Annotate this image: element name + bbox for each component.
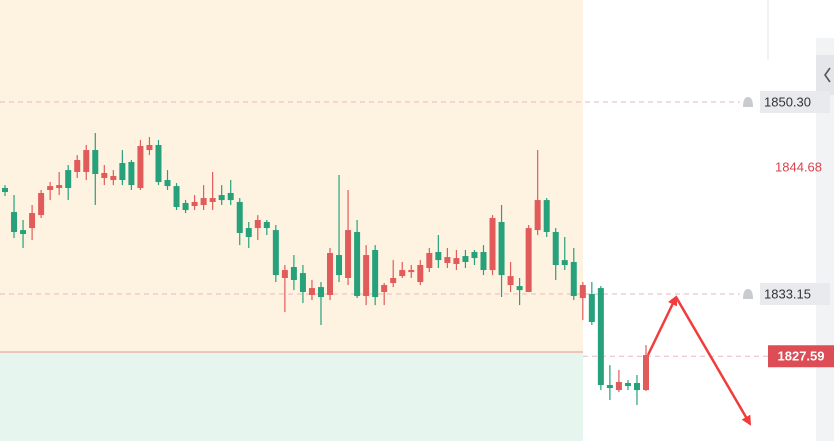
candles <box>2 133 649 406</box>
candle-body <box>29 213 36 229</box>
candle-body <box>74 159 81 172</box>
candle-body <box>182 202 189 211</box>
candle-body <box>263 222 270 229</box>
candle-body <box>281 270 288 278</box>
candle-body <box>399 270 406 277</box>
candle-body <box>552 231 559 266</box>
candle-body <box>65 170 72 188</box>
candle-body <box>525 228 532 292</box>
candle-body <box>137 145 144 188</box>
candle-body <box>47 186 54 190</box>
candle-body <box>101 172 108 179</box>
candle-body <box>173 186 180 208</box>
candle-body <box>11 212 18 232</box>
candle-body <box>489 217 496 271</box>
candle-body <box>200 198 207 205</box>
candle-body <box>146 144 153 151</box>
candle-body <box>390 277 397 284</box>
candle-body <box>444 257 451 263</box>
candle-body <box>543 200 550 232</box>
candle-body <box>155 144 162 183</box>
collapse-icon[interactable] <box>824 67 831 83</box>
candle-body <box>290 267 297 281</box>
candle-body <box>128 162 135 186</box>
candle-body <box>498 222 505 276</box>
candle-body <box>507 276 514 286</box>
candle-body <box>643 355 649 391</box>
candle-body <box>56 185 63 188</box>
candle-body <box>119 163 126 181</box>
candle-body <box>209 198 216 202</box>
candle-body <box>417 265 424 283</box>
candle-body <box>435 252 442 261</box>
candle-body <box>453 258 460 264</box>
candle-body <box>615 381 622 391</box>
candle-body <box>570 261 577 297</box>
bell-icon <box>743 289 753 299</box>
candle-body <box>606 385 613 389</box>
candle-body <box>191 201 198 207</box>
candle-body <box>426 253 433 269</box>
candle-body <box>534 200 541 231</box>
candle-body <box>254 219 261 229</box>
candle-body <box>218 195 225 201</box>
candle-body <box>633 383 640 391</box>
candle-body <box>363 255 370 297</box>
candle-body <box>83 150 90 172</box>
candle-body <box>354 231 361 297</box>
candle-body <box>516 286 523 291</box>
y-tick-label: 1850.30 <box>764 94 811 109</box>
candle-body <box>588 294 595 322</box>
candle-body <box>317 287 324 298</box>
y-tick-label: 1833.15 <box>764 286 811 301</box>
side-panel <box>816 38 834 441</box>
price-lines <box>0 101 768 357</box>
candle-body <box>372 250 379 298</box>
candle-body <box>597 288 604 386</box>
candle-body <box>245 228 252 238</box>
candle-body <box>480 252 487 271</box>
arrow-down <box>674 296 752 426</box>
candle-body <box>92 150 99 174</box>
candle-body <box>272 230 279 276</box>
candle-body <box>345 230 352 278</box>
candle-body <box>20 230 27 234</box>
candle-body <box>624 383 631 387</box>
candle-body <box>408 270 415 273</box>
arrow-up <box>646 295 678 356</box>
bell-icon <box>743 96 753 107</box>
candle-body <box>308 288 315 296</box>
candle-body <box>561 260 568 266</box>
candle-body <box>299 273 306 292</box>
candle-body <box>327 253 334 296</box>
candle-body <box>227 193 234 201</box>
background <box>0 0 583 441</box>
candle-body <box>471 252 478 259</box>
last-price-label: 1827.59 <box>778 349 825 364</box>
candle-body <box>381 285 388 292</box>
candle-body <box>462 256 469 262</box>
candle-body <box>579 285 586 299</box>
candle-body <box>38 193 45 216</box>
y-tick-box <box>760 283 830 305</box>
candle-body <box>164 180 171 187</box>
y-tick-box <box>760 90 830 113</box>
candle-body <box>110 175 117 181</box>
last-price-box <box>768 345 834 368</box>
zone-lower <box>0 351 583 441</box>
zone-upper <box>0 0 583 352</box>
candle-body <box>2 187 8 193</box>
price-axis: 1850.30 1833.15 1844.68 1827.59 <box>743 90 834 368</box>
candle-body <box>336 255 343 276</box>
candle-body <box>236 201 243 233</box>
high-label: 1844.68 <box>775 159 822 174</box>
